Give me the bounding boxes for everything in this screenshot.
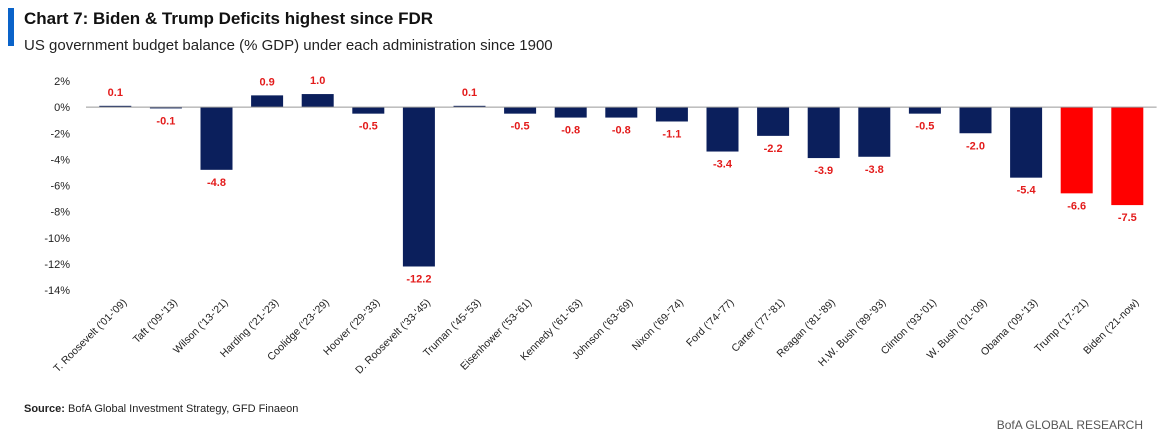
- bar: [149, 107, 182, 109]
- x-tick-label: T. Roosevelt ('01-'09): [51, 297, 129, 375]
- value-label: 1.0: [310, 75, 325, 87]
- y-tick-label: -10%: [44, 233, 70, 245]
- value-label: -0.5: [915, 121, 934, 133]
- bar: [655, 107, 688, 122]
- y-tick-label: 0%: [54, 102, 70, 114]
- value-label: 0.9: [259, 76, 274, 88]
- x-tick-label: Ford ('74-'77): [684, 297, 737, 350]
- value-labels: 0.1 -0.1 -4.8 0.9 1.0 -0.5 -12.2 0.1 -0.5 -0.8 -0.…: [108, 75, 1137, 285]
- value-label: -0.8: [612, 125, 631, 137]
- value-label: -0.5: [359, 121, 378, 133]
- y-tick-label: -4%: [50, 154, 70, 166]
- bar: [1010, 107, 1043, 178]
- bar: [757, 107, 790, 136]
- value-label: -1.1: [662, 128, 681, 140]
- value-label: -0.5: [511, 121, 530, 133]
- bar: [605, 107, 638, 118]
- y-tick-label: -6%: [50, 181, 70, 193]
- bar: [1111, 107, 1144, 206]
- bar: [858, 107, 891, 157]
- value-label: -6.6: [1067, 200, 1086, 212]
- bar: [959, 107, 992, 134]
- source-text: BofA Global Investment Strategy, GFD Fin…: [68, 403, 299, 415]
- chart-subtitle: US government budget balance (% GDP) und…: [24, 37, 553, 54]
- source-label: Source:: [24, 403, 65, 415]
- value-label: -7.5: [1118, 212, 1137, 224]
- bar: [99, 105, 132, 108]
- y-tick-label: 2%: [54, 76, 70, 88]
- value-label: -12.2: [406, 273, 431, 285]
- value-label: -5.4: [1017, 185, 1037, 197]
- value-label: -2.2: [764, 143, 783, 155]
- x-axis-labels: T. Roosevelt ('01-'09) Taft ('09-'13)Wils…: [51, 297, 1141, 377]
- value-label: -2.0: [966, 140, 985, 152]
- title-accent-bar: [8, 8, 14, 46]
- y-axis: 2% 0% -2% -4% -6% -8% -10% -12% -14%: [44, 76, 70, 297]
- y-tick-label: -12%: [44, 259, 70, 271]
- bars: [99, 94, 1144, 267]
- bar: [504, 107, 537, 114]
- x-tick-label: Carter ('77-'81): [729, 297, 787, 355]
- value-label: -3.9: [814, 165, 833, 177]
- x-tick-label: Taft ('09-'13): [131, 297, 180, 346]
- value-label: 0.1: [462, 87, 477, 99]
- bar: [908, 107, 941, 114]
- y-tick-label: -2%: [50, 128, 70, 140]
- value-label: -4.8: [207, 177, 226, 189]
- bar: [1060, 107, 1093, 194]
- bar: [807, 107, 840, 159]
- bar: [402, 107, 435, 267]
- value-label: -0.8: [561, 125, 580, 137]
- bar: [706, 107, 739, 152]
- bar: [301, 94, 334, 108]
- bar: [453, 105, 486, 108]
- x-tick-label: Nixon ('69-'74): [630, 297, 686, 353]
- y-tick-label: -8%: [50, 207, 70, 219]
- bar: [352, 107, 385, 114]
- y-tick-label: -14%: [44, 285, 70, 297]
- bar: [251, 95, 284, 108]
- value-label: -0.1: [156, 115, 175, 127]
- brand-credit: BofA GLOBAL RESEARCH: [996, 418, 1143, 432]
- value-label: 0.1: [108, 87, 123, 99]
- bar: [200, 107, 233, 170]
- chart-title: Chart 7: Biden & Trump Deficits highest …: [24, 9, 434, 28]
- source-note: Source: BofA Global Investment Strategy,…: [24, 403, 298, 415]
- bar: [554, 107, 587, 118]
- value-label: -3.8: [865, 164, 884, 176]
- value-label: -3.4: [713, 159, 733, 171]
